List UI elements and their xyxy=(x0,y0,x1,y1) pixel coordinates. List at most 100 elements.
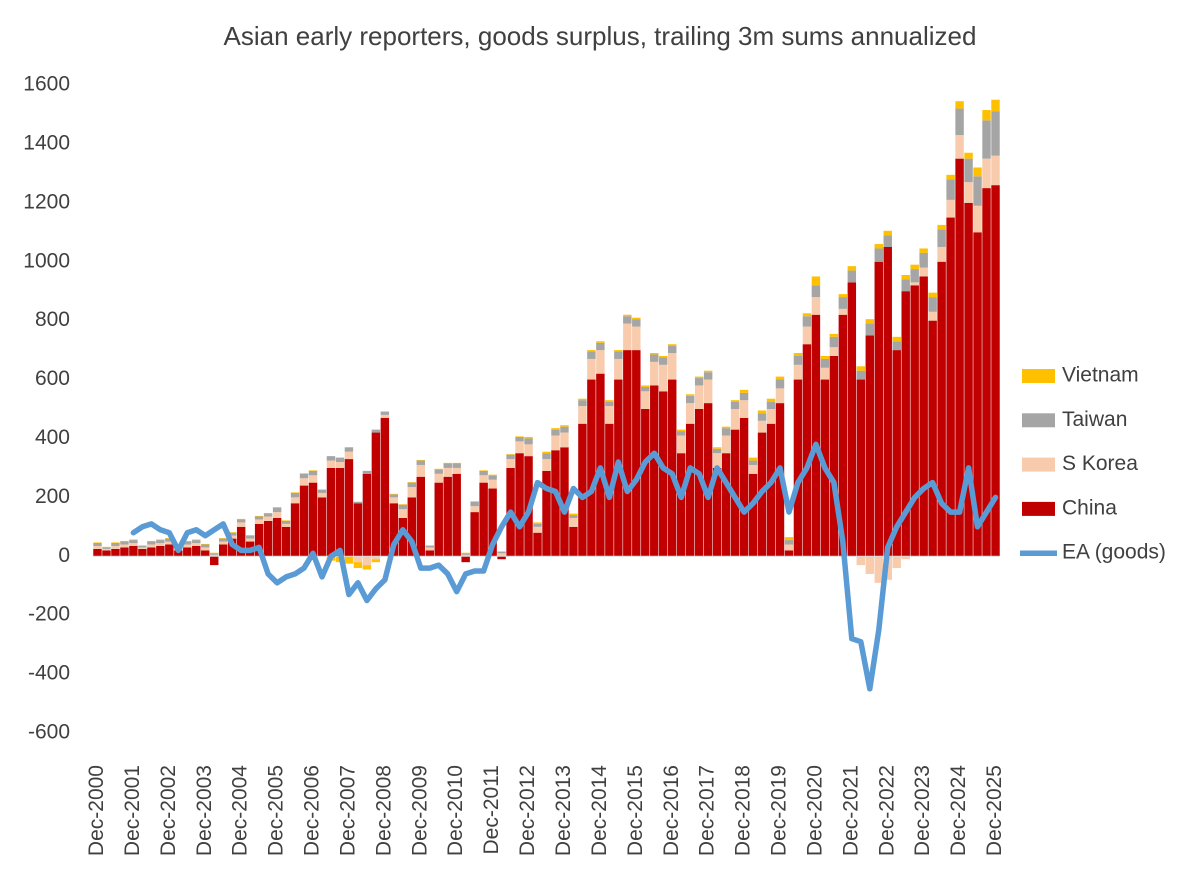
bar-segment xyxy=(596,342,605,351)
bar-segment xyxy=(434,482,443,557)
bar-segment xyxy=(452,473,461,557)
bar-segment xyxy=(254,515,264,517)
bar-segment xyxy=(236,522,246,527)
bar-segment xyxy=(452,467,461,474)
bar-segment xyxy=(147,541,156,545)
bar-segment xyxy=(371,432,381,557)
y-tick-label: -400 xyxy=(28,662,70,685)
line-series xyxy=(130,441,999,692)
x-tick-label: Dec-2006 xyxy=(301,765,324,856)
bar-segment xyxy=(201,543,210,545)
bar-segment xyxy=(605,406,614,424)
y-tick-label: -600 xyxy=(28,721,70,744)
x-tick-label: Dec-2014 xyxy=(588,765,611,856)
bar-segment xyxy=(991,99,1000,112)
bar-segment xyxy=(775,379,785,389)
bar-segment xyxy=(910,282,919,286)
bar-segment xyxy=(730,409,740,430)
bar-segment xyxy=(245,535,255,536)
bar-segment xyxy=(560,432,569,448)
bar-segment xyxy=(587,379,596,557)
bar-segment xyxy=(210,552,219,554)
bar-segment xyxy=(874,244,883,249)
bar-segment xyxy=(614,350,623,352)
bar-segment xyxy=(748,457,758,461)
legend-swatch xyxy=(1022,501,1055,516)
legend-label: China xyxy=(1062,496,1117,519)
bar-segment xyxy=(874,556,883,583)
bar-segment xyxy=(856,556,866,566)
bar-segment xyxy=(973,205,982,233)
bar-segment xyxy=(129,540,138,544)
bar-segment xyxy=(263,513,273,517)
bar-segment xyxy=(641,391,650,409)
bar-segment xyxy=(488,474,497,476)
x-tick-label: Dec-2025 xyxy=(983,765,1006,856)
bar-segment xyxy=(299,473,309,474)
bar-segment xyxy=(317,497,327,557)
bar-segment xyxy=(326,456,336,461)
bar-segment xyxy=(308,470,318,476)
bar-segment xyxy=(245,538,255,542)
bar-segment xyxy=(748,473,758,557)
bar-segment xyxy=(632,317,641,320)
bar-segment xyxy=(668,345,677,354)
bar-segment xyxy=(685,403,695,424)
bar-segment xyxy=(470,501,479,502)
x-tick-label: Dec-2016 xyxy=(660,765,683,856)
bar-segment xyxy=(730,400,740,402)
bar-segment xyxy=(263,512,273,514)
bar-segment xyxy=(919,248,928,253)
bar-segment xyxy=(578,398,587,401)
bar-segment xyxy=(748,464,758,474)
bar-segment xyxy=(389,497,399,504)
bar-segment xyxy=(380,411,390,412)
bar-segment xyxy=(865,335,875,557)
bar-segment xyxy=(964,158,973,183)
bar-segment xyxy=(524,438,533,445)
bar-segment xyxy=(569,517,578,527)
bar-segment xyxy=(955,135,964,159)
bar-segment xyxy=(739,392,749,401)
bar-segment xyxy=(569,513,578,516)
bar-segment xyxy=(659,391,668,557)
bar-segment xyxy=(766,401,776,409)
bar-segment xyxy=(524,436,533,439)
bar-segment xyxy=(515,453,524,557)
bar-segment xyxy=(353,556,363,563)
bar-segment xyxy=(236,518,246,520)
bar-segment xyxy=(201,550,210,557)
bar-segment xyxy=(641,409,650,557)
bar-segment xyxy=(703,370,713,373)
bar-segment xyxy=(290,497,300,504)
bar-segment xyxy=(685,423,695,557)
bar-segment xyxy=(272,512,282,518)
legend-label: Taiwan xyxy=(1062,408,1127,431)
bar-segment xyxy=(102,546,111,548)
bar-segment xyxy=(344,447,354,452)
bar-segment xyxy=(497,551,506,554)
bar-segment xyxy=(551,450,560,557)
y-tick-label: 400 xyxy=(35,426,70,449)
bar-segment xyxy=(147,547,156,557)
bar-segment xyxy=(892,336,901,342)
bar-segment xyxy=(865,319,875,324)
bar-segment xyxy=(542,453,551,460)
bar-segment xyxy=(254,523,264,557)
bar-segment xyxy=(156,545,165,557)
x-tick-label: Dec-2022 xyxy=(875,765,898,856)
bar-segment xyxy=(964,202,973,557)
bar-segment xyxy=(317,489,327,490)
legend-swatch xyxy=(1022,457,1055,472)
bar-segment xyxy=(183,540,192,542)
x-tick-label: Dec-2010 xyxy=(444,765,467,856)
bar-segment xyxy=(93,543,102,546)
bar-segment xyxy=(802,313,812,317)
bar-segment xyxy=(614,351,623,359)
bar-segment xyxy=(290,492,300,493)
bar-segment xyxy=(245,535,255,539)
bar-segment xyxy=(111,543,120,546)
bar-segment xyxy=(192,540,201,544)
bar-segment xyxy=(865,556,875,574)
bar-segment xyxy=(928,297,937,312)
